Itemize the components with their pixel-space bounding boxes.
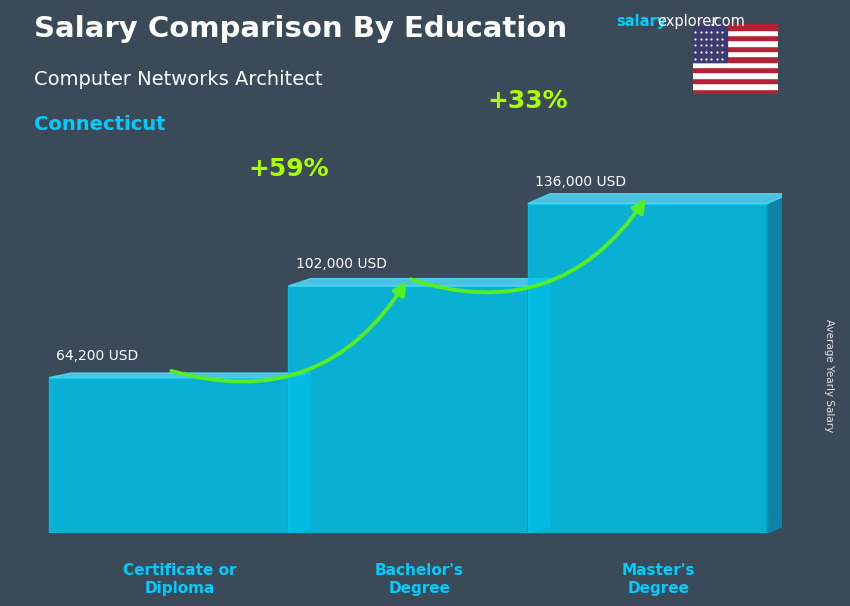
Bar <box>288 286 528 533</box>
Bar <box>693 78 778 83</box>
Text: Certificate or
Diploma: Certificate or Diploma <box>123 564 236 596</box>
Text: Connecticut: Connecticut <box>34 115 166 134</box>
Bar <box>693 83 778 88</box>
Text: +59%: +59% <box>248 157 329 181</box>
Text: .com: .com <box>709 14 745 29</box>
Text: +33%: +33% <box>487 90 568 113</box>
Bar <box>693 30 778 35</box>
Polygon shape <box>49 373 311 378</box>
Bar <box>693 88 778 94</box>
Text: 102,000 USD: 102,000 USD <box>296 257 387 271</box>
Text: 136,000 USD: 136,000 USD <box>536 175 626 188</box>
Bar <box>693 51 778 56</box>
Polygon shape <box>288 279 550 286</box>
Bar <box>693 41 778 45</box>
Text: 64,200 USD: 64,200 USD <box>56 348 139 362</box>
Bar <box>693 24 727 62</box>
Text: Master's
Degree: Master's Degree <box>622 564 695 596</box>
Bar <box>693 24 778 30</box>
Bar <box>693 73 778 78</box>
Polygon shape <box>528 279 550 533</box>
Text: Computer Networks Architect: Computer Networks Architect <box>34 70 323 88</box>
Polygon shape <box>767 194 790 533</box>
Bar <box>693 56 778 62</box>
Text: Average Yearly Salary: Average Yearly Salary <box>824 319 834 432</box>
Text: salary: salary <box>616 14 666 29</box>
Bar <box>693 67 778 73</box>
Text: explorer: explorer <box>657 14 717 29</box>
Bar <box>528 204 767 533</box>
Bar <box>693 62 778 67</box>
Text: Bachelor's
Degree: Bachelor's Degree <box>375 564 464 596</box>
Bar <box>693 45 778 51</box>
Bar <box>49 378 288 533</box>
Polygon shape <box>528 194 790 204</box>
Bar <box>693 35 778 41</box>
Polygon shape <box>288 373 311 533</box>
Text: Salary Comparison By Education: Salary Comparison By Education <box>34 15 567 43</box>
